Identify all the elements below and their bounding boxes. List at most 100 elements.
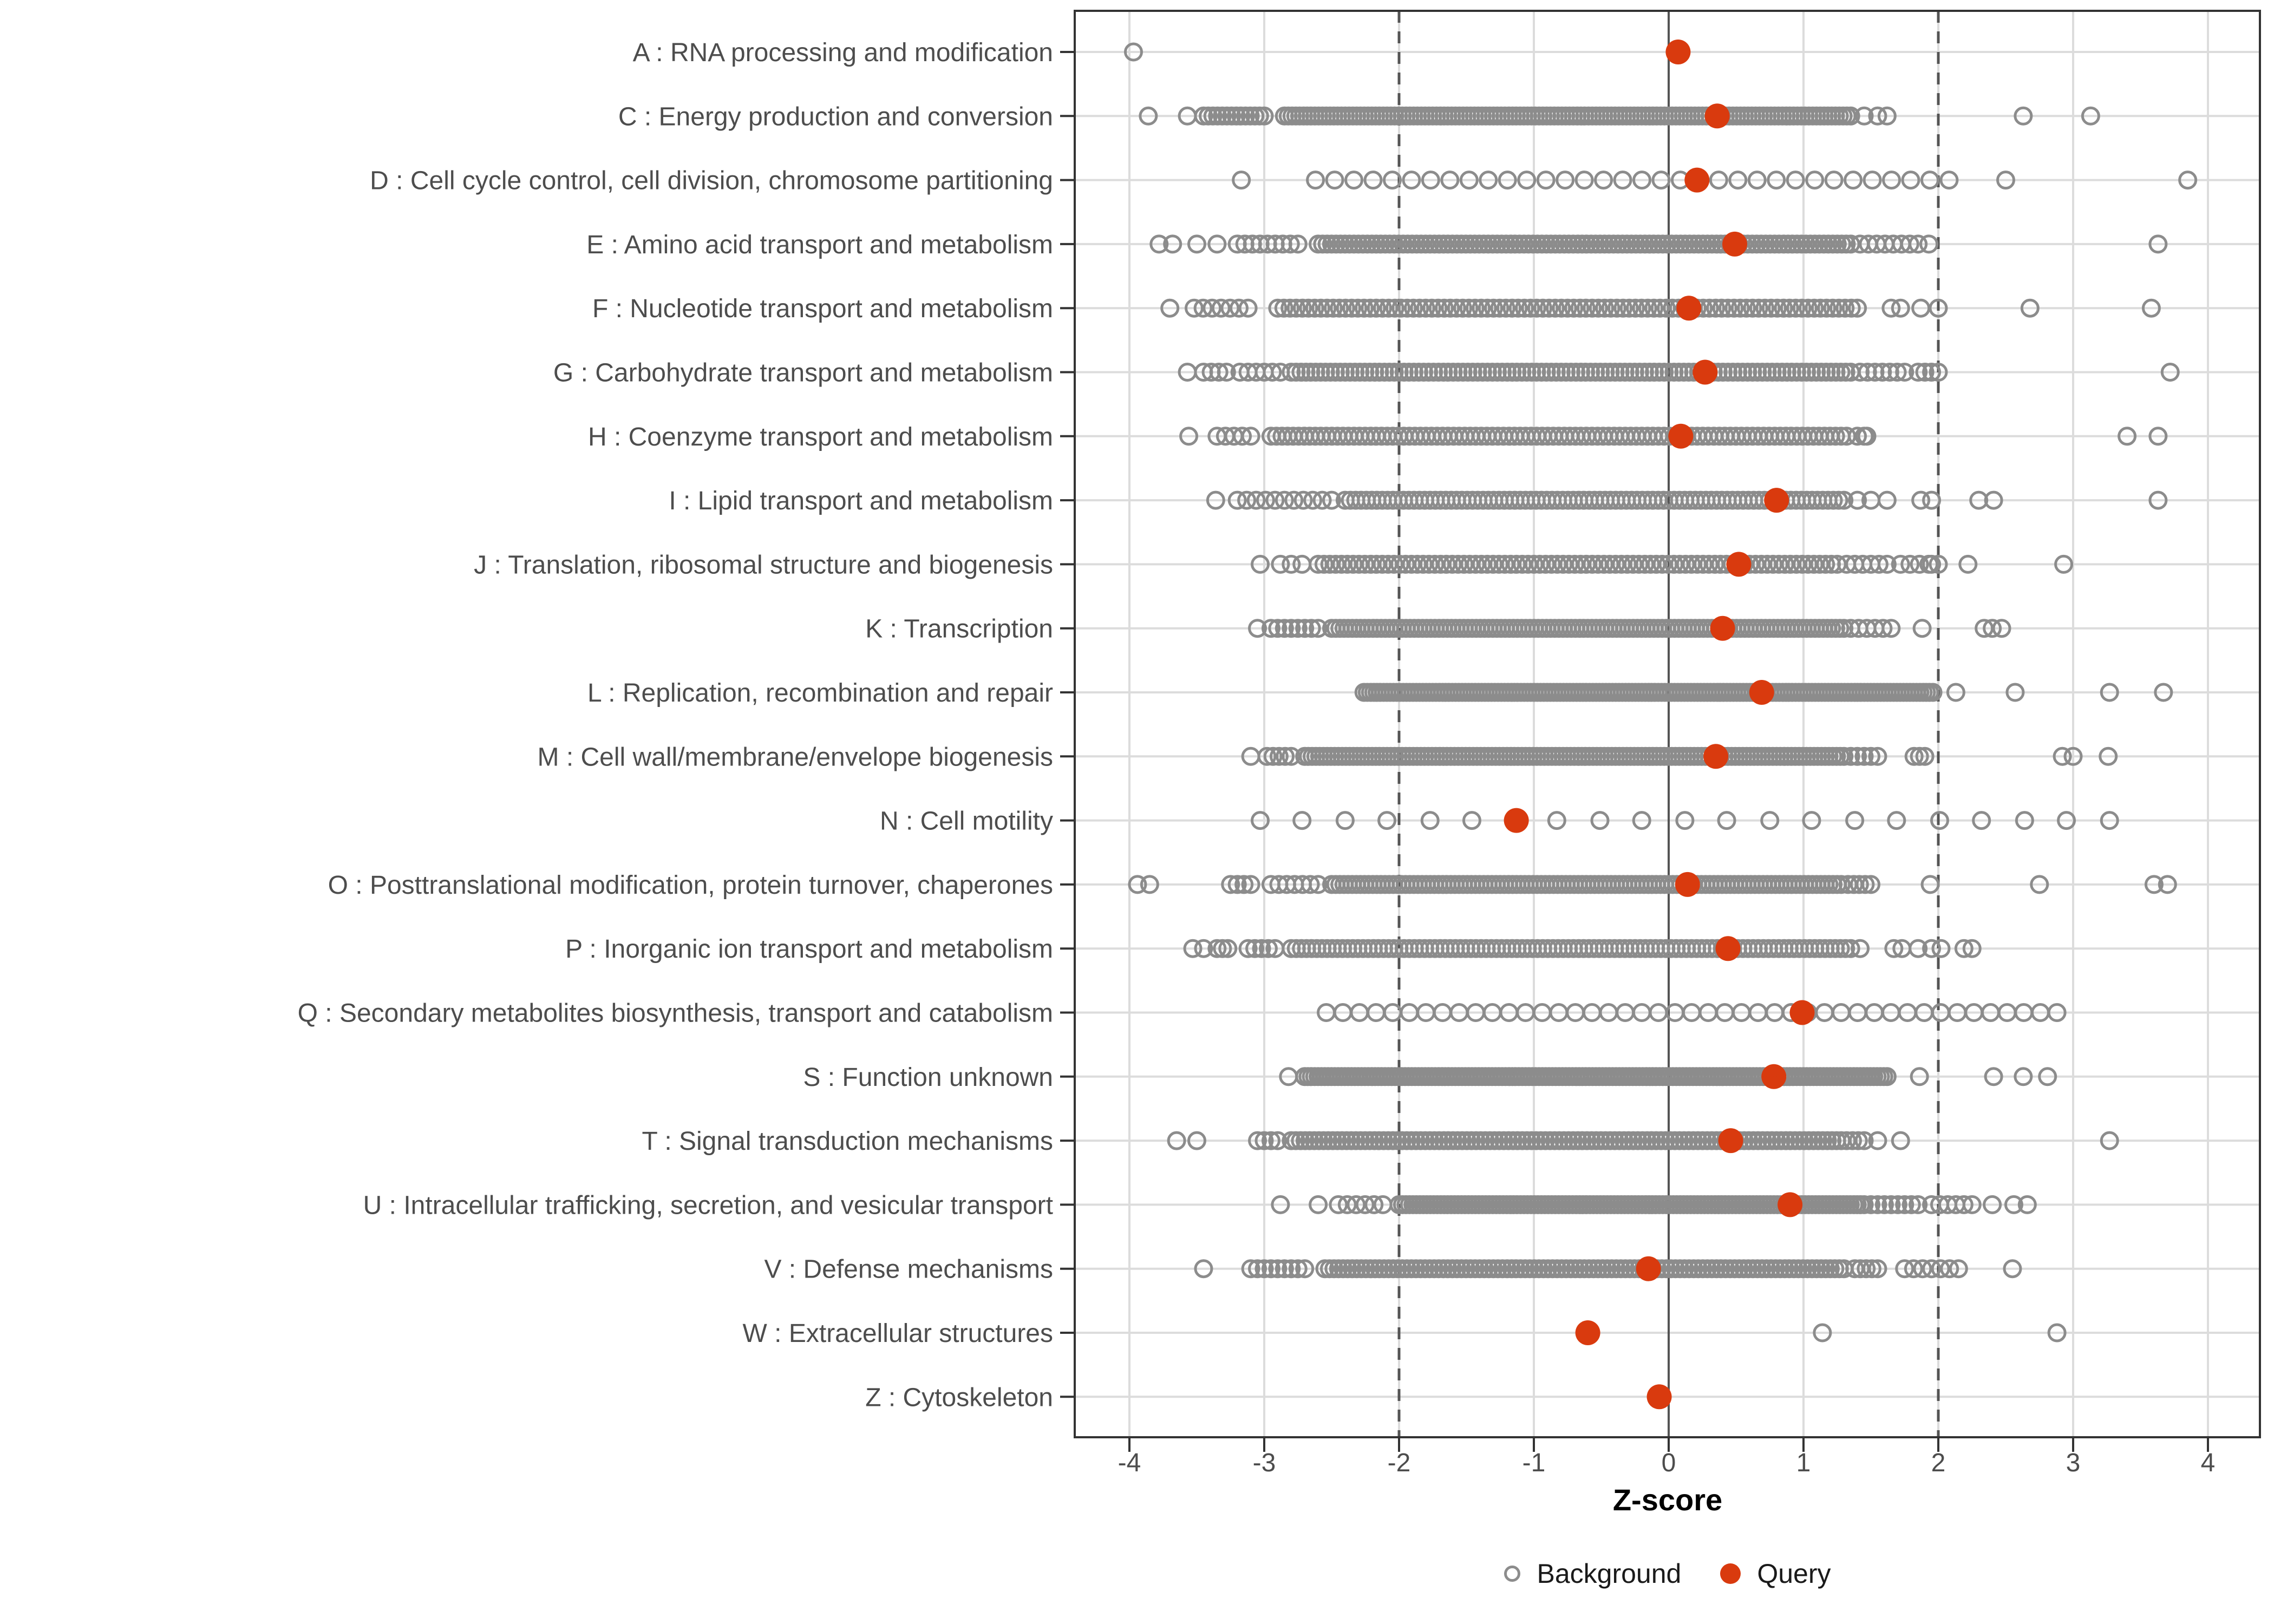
background-point — [2015, 811, 2034, 830]
background-point — [1453, 298, 1473, 318]
y-category-label: J : Translation, ribosomal structure and… — [474, 551, 1053, 579]
background-point — [1465, 298, 1485, 318]
background-point — [1541, 363, 1561, 382]
background-point — [1865, 363, 1885, 382]
background-point — [1347, 1195, 1366, 1214]
background-point — [1868, 1195, 1887, 1214]
background-point — [1922, 490, 1942, 510]
background-point — [1263, 746, 1283, 766]
background-point — [1601, 298, 1620, 318]
background-point — [1954, 1195, 1974, 1214]
query-point — [1504, 808, 1529, 833]
background-point — [1527, 298, 1546, 318]
background-point — [1861, 746, 1880, 766]
background-point — [1632, 298, 1651, 318]
background-point — [1570, 298, 1590, 318]
background-point — [1237, 490, 1257, 510]
background-point — [1551, 363, 1571, 382]
background-point — [1206, 490, 1225, 510]
background-point — [1258, 939, 1278, 958]
background-point — [1620, 363, 1639, 382]
background-point — [1909, 234, 1928, 254]
background-point — [1910, 746, 1929, 766]
background-point — [1909, 939, 1928, 958]
background-point — [1747, 171, 1767, 190]
background-point — [1402, 171, 1421, 190]
background-point — [1826, 427, 1845, 446]
background-point — [1367, 298, 1386, 318]
background-point — [1508, 298, 1528, 318]
background-point — [1644, 298, 1664, 318]
background-point — [1929, 554, 1948, 574]
legend-label-query: Query — [1757, 1558, 1831, 1589]
y-category-label: S : Function unknown — [803, 1063, 1053, 1092]
background-point — [1536, 171, 1556, 190]
background-point — [1399, 363, 1419, 382]
background-point — [1462, 811, 1481, 830]
background-point — [1805, 171, 1825, 190]
background-point — [1275, 619, 1294, 638]
background-point — [1718, 298, 1737, 318]
background-point — [1527, 363, 1546, 382]
x-tick-label: -3 — [1253, 1449, 1276, 1477]
background-point — [1743, 363, 1762, 382]
background-point — [1728, 171, 1748, 190]
background-point — [2005, 683, 2025, 702]
background-point — [1274, 298, 1293, 318]
background-point — [1355, 363, 1375, 382]
background-point — [1311, 363, 1330, 382]
background-point — [1632, 171, 1652, 190]
background-point — [1922, 1259, 1942, 1279]
background-point — [1888, 1195, 1907, 1214]
background-point — [1850, 875, 1869, 894]
background-point — [1590, 811, 1610, 830]
background-point — [1128, 875, 1147, 894]
background-point — [1863, 171, 1882, 190]
background-point — [1891, 298, 1910, 318]
y-category-label: G : Carbohydrate transport and metabolis… — [553, 359, 1053, 388]
query-point — [1722, 231, 1748, 257]
background-point — [1737, 298, 1756, 318]
background-point — [1561, 363, 1580, 382]
y-category-label: Q : Secondary metabolites biosynthesis, … — [298, 999, 1053, 1028]
background-point — [1275, 490, 1294, 510]
query-point — [1684, 167, 1710, 193]
background-point — [1217, 363, 1236, 382]
background-point — [2003, 1259, 2022, 1279]
background-point — [1857, 1259, 1876, 1279]
x-tick-label: 4 — [2201, 1449, 2216, 1477]
background-point — [1380, 363, 1399, 382]
background-point — [1288, 619, 1308, 638]
background-point — [1958, 554, 1978, 574]
background-point — [1389, 363, 1409, 382]
background-point — [1403, 298, 1423, 318]
background-point — [1738, 363, 1757, 382]
background-point — [1589, 298, 1608, 318]
background-point — [1712, 298, 1731, 318]
background-point — [1556, 363, 1576, 382]
background-point — [1299, 298, 1318, 318]
background-point — [1861, 875, 1880, 894]
background-point — [1325, 363, 1345, 382]
background-point — [1595, 298, 1615, 318]
background-point — [1931, 1259, 1950, 1279]
background-point — [1515, 298, 1534, 318]
background-point — [1600, 363, 1620, 382]
background-point — [1632, 811, 1651, 830]
background-point — [1230, 298, 1249, 318]
legend: Background Query — [1075, 1560, 2260, 1587]
background-point — [1650, 363, 1669, 382]
background-point — [1630, 363, 1649, 382]
background-point — [1854, 746, 1874, 766]
background-point — [1607, 298, 1626, 318]
background-point — [2020, 298, 2040, 318]
background-point — [1254, 106, 1274, 126]
background-point — [1807, 363, 1826, 382]
x-tick-label: 0 — [1662, 1449, 1676, 1477]
background-point — [1915, 746, 1935, 766]
background-point — [1844, 171, 1863, 190]
background-point — [1238, 939, 1258, 958]
background-point — [1254, 1259, 1274, 1279]
background-point — [1659, 363, 1679, 382]
